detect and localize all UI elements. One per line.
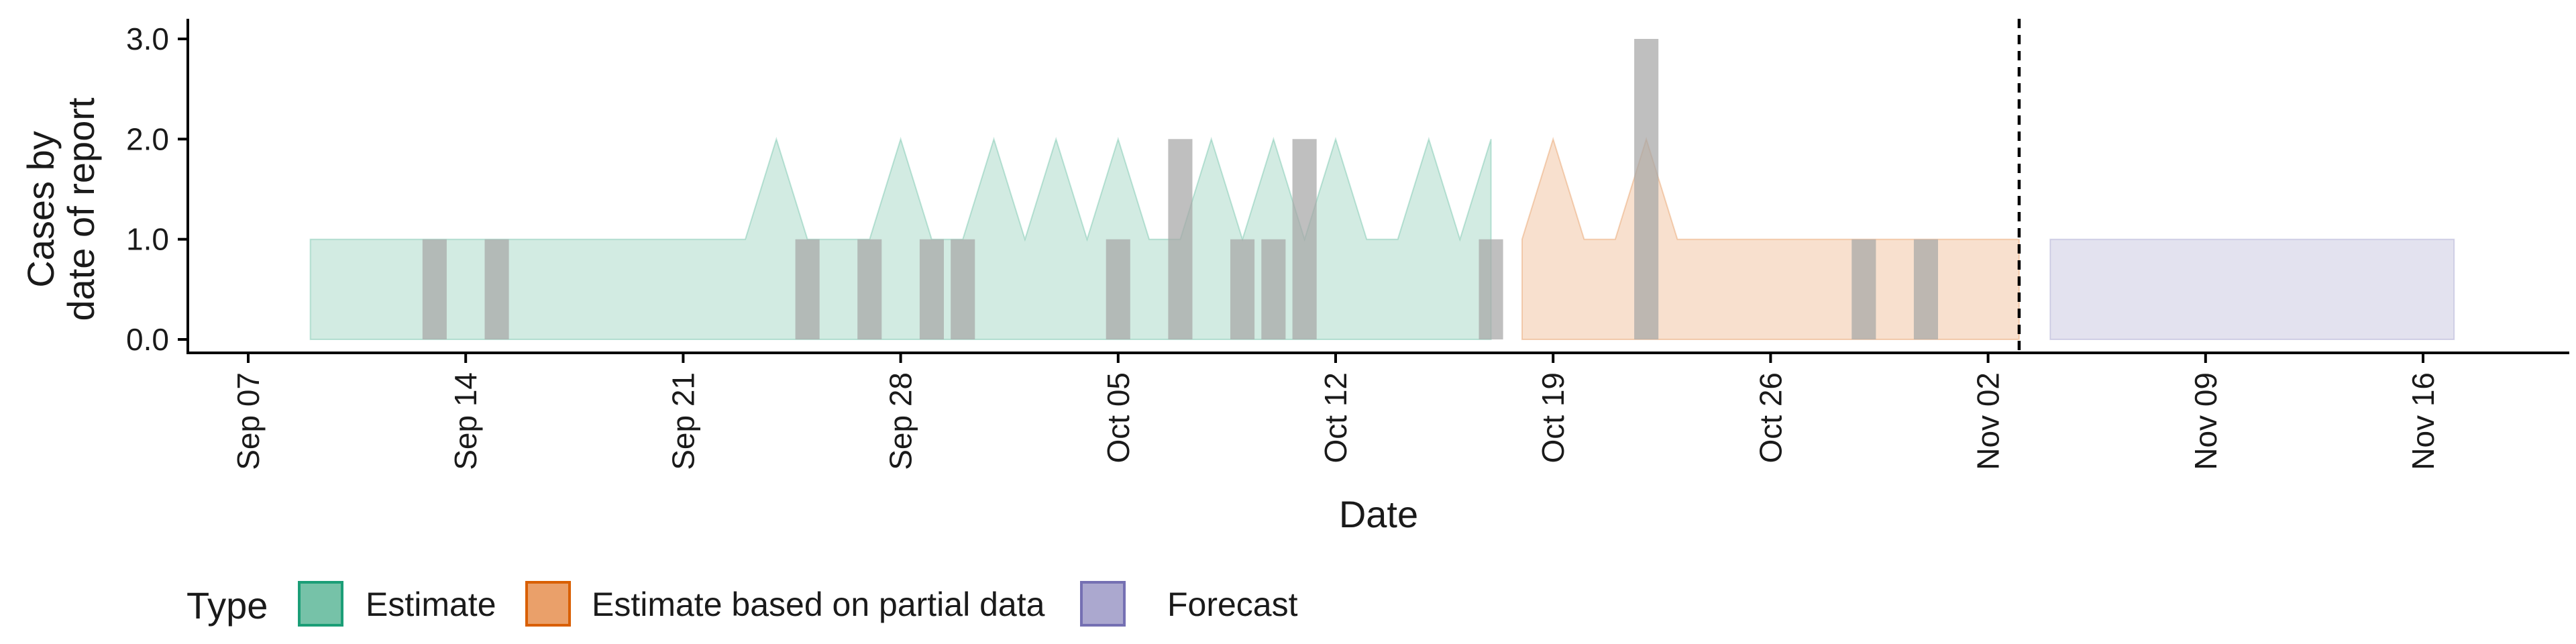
x-tick-label: Nov 09 bbox=[2188, 372, 2223, 470]
case-bar bbox=[1634, 39, 1659, 339]
case-bar bbox=[1261, 239, 1286, 339]
legend-swatch bbox=[298, 581, 343, 627]
x-tick-label: Oct 26 bbox=[1753, 372, 1788, 464]
case-bar bbox=[951, 239, 975, 339]
case-bar bbox=[484, 239, 509, 339]
x-tick-label: Oct 05 bbox=[1101, 372, 1136, 464]
case-bar bbox=[919, 239, 944, 339]
case-bar bbox=[1168, 139, 1193, 340]
case-bar bbox=[1230, 239, 1255, 339]
x-tick-label: Sep 28 bbox=[883, 372, 918, 470]
case-bar bbox=[857, 239, 882, 339]
case-bar bbox=[1479, 239, 1503, 339]
x-tick-label: Oct 12 bbox=[1318, 372, 1353, 464]
reported-case-bars bbox=[422, 39, 1938, 340]
case-bar bbox=[1851, 239, 1876, 339]
x-tick-label: Nov 16 bbox=[2406, 372, 2440, 470]
x-tick-label: Oct 19 bbox=[1536, 372, 1570, 464]
legend-title: Type bbox=[186, 584, 268, 627]
legend-swatch bbox=[525, 581, 571, 627]
y-axis-title-line-2: date of report bbox=[60, 97, 102, 321]
case-bar bbox=[1913, 239, 1938, 339]
case-bar bbox=[1292, 139, 1317, 340]
y-tick-label: 2.0 bbox=[126, 121, 169, 156]
legend-label: Forecast bbox=[1167, 586, 1298, 623]
x-axis-title: Date bbox=[1339, 493, 1418, 535]
x-tick-label: Nov 02 bbox=[1971, 372, 2006, 470]
legend-label: Estimate based on partial data bbox=[592, 586, 1045, 623]
x-tick-label: Sep 21 bbox=[665, 372, 700, 470]
legend-label: Estimate bbox=[366, 586, 496, 623]
legend-swatch bbox=[1080, 581, 1126, 627]
case-bar bbox=[795, 239, 820, 339]
ribbon-estimate-based-on-partial-data bbox=[1521, 136, 2020, 340]
x-tick-label: Sep 07 bbox=[231, 372, 266, 470]
y-axis-title: Cases by date of report bbox=[19, 97, 102, 321]
estimate-ribbons bbox=[309, 136, 2455, 340]
x-tick-label: Sep 14 bbox=[448, 372, 483, 470]
case-bar bbox=[1106, 239, 1130, 339]
legend: Type Estimate Estimate based on partial d… bbox=[186, 581, 1298, 627]
case-bar bbox=[422, 239, 447, 339]
y-tick-label: 0.0 bbox=[126, 322, 169, 357]
ribbon-forecast bbox=[2049, 238, 2455, 340]
y-axis-title-line-1: Cases by bbox=[19, 131, 62, 287]
y-tick-label: 3.0 bbox=[126, 21, 169, 56]
y-tick-label: 1.0 bbox=[126, 222, 169, 257]
axes: 0.0 1.0 2.0 3.0 Sep 07 Sep 14 Sep 21 Sep 28 Oct … bbox=[126, 19, 2569, 470]
